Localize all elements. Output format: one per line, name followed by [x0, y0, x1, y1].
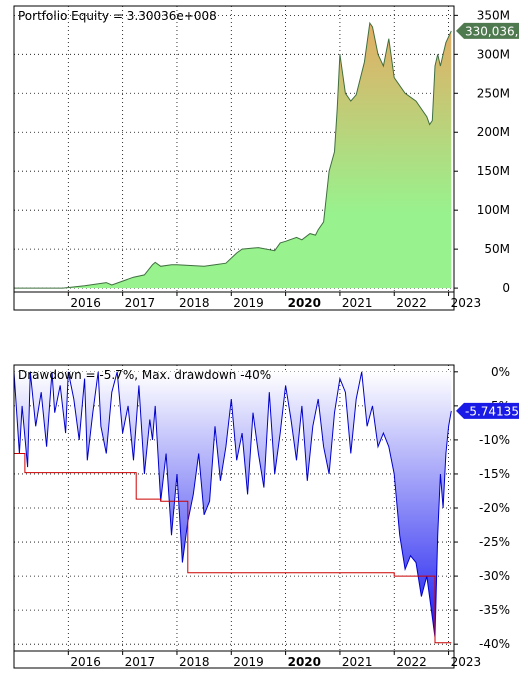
eq-y-tick-label: 0 — [502, 281, 510, 295]
dd-y-tick-label: -10% — [479, 433, 510, 447]
eq-y-tick-label: 100M — [477, 203, 510, 217]
drawdown-area — [14, 371, 452, 638]
dd-y-tick-label: 0% — [491, 365, 510, 379]
dd-x-tick-label: 2016 — [70, 655, 101, 669]
drawdown-last-value-badge: -5.74135 — [456, 402, 519, 419]
eq-y-tick-label: 50M — [484, 242, 510, 256]
dd-y-tick-label: -15% — [479, 467, 510, 481]
eq-x-tick-label: 2023 — [451, 296, 482, 310]
eq-x-tick-label: 2016 — [70, 296, 101, 310]
equity-title: Portfolio Equity = 3.30036e+008 — [18, 9, 217, 23]
dd-x-tick-label: 2020 — [288, 655, 321, 669]
dd-x-tick-label: 2017 — [125, 655, 156, 669]
drawdown-y-ticks: 0%-5%-10%-15%-20%-25%-30%-35%-40% — [454, 365, 510, 651]
dd-x-tick-label: 2022 — [396, 655, 427, 669]
eq-badge-shape — [456, 22, 519, 39]
dd-y-tick-label: -20% — [479, 501, 510, 515]
equity-chart: 2016 2017 2018 2019 2020 2021 2022 2023 0 50M 100… — [13, 5, 526, 311]
eq-x-tick-label: 2021 — [342, 296, 373, 310]
equity-x-ticks: 2016 2017 2018 2019 2020 2021 2022 2023 — [67, 292, 482, 310]
eq-y-tick-label: 350M — [477, 8, 510, 22]
dd-x-tick-label: 2019 — [233, 655, 264, 669]
eq-y-tick-label: 200M — [477, 125, 510, 139]
drawdown-axis-frame — [13, 364, 455, 669]
dd-y-tick-label: -35% — [479, 603, 510, 617]
dd-badge-text: -5.74135 — [465, 404, 519, 418]
dd-y-tick-label: -30% — [479, 569, 510, 583]
dd-y-tick-label: -25% — [479, 535, 510, 549]
eq-badge-text: 330,036,2 — [465, 24, 526, 38]
eq-y-tick-label: 300M — [477, 47, 510, 61]
drawdown-title: Drawdown = -5.7%, Max. drawdown -40% — [18, 368, 271, 382]
equity-last-value-badge: 330,036,2 — [456, 22, 526, 39]
eq-x-tick-label: 2020 — [288, 296, 321, 310]
eq-x-tick-label: 2017 — [125, 296, 156, 310]
equity-grid — [14, 6, 454, 292]
eq-x-tick-label: 2022 — [396, 296, 427, 310]
dd-y-tick-label: -40% — [479, 637, 510, 651]
eq-y-tick-label: 150M — [477, 164, 510, 178]
dd-x-tick-label: 2023 — [451, 655, 482, 669]
eq-x-tick-label: 2019 — [233, 296, 264, 310]
equity-axis-frame — [13, 5, 455, 311]
dd-x-tick-label: 2021 — [342, 655, 373, 669]
dd-x-tick-label: 2018 — [179, 655, 210, 669]
drawdown-x-ticks: 2016 2017 2018 2019 2020 2021 2022 2023 — [67, 651, 482, 669]
eq-y-tick-label: 250M — [477, 86, 510, 100]
drawdown-line — [13, 371, 452, 638]
max-drawdown-line — [14, 453, 452, 644]
dd-badge-shape — [456, 402, 519, 419]
equity-area — [14, 23, 452, 289]
equity-line — [14, 21, 452, 289]
eq-x-tick-label: 2018 — [179, 296, 210, 310]
equity-y-ticks: 0 50M 100M 150M 200M 250M 300M 350M — [454, 8, 510, 295]
